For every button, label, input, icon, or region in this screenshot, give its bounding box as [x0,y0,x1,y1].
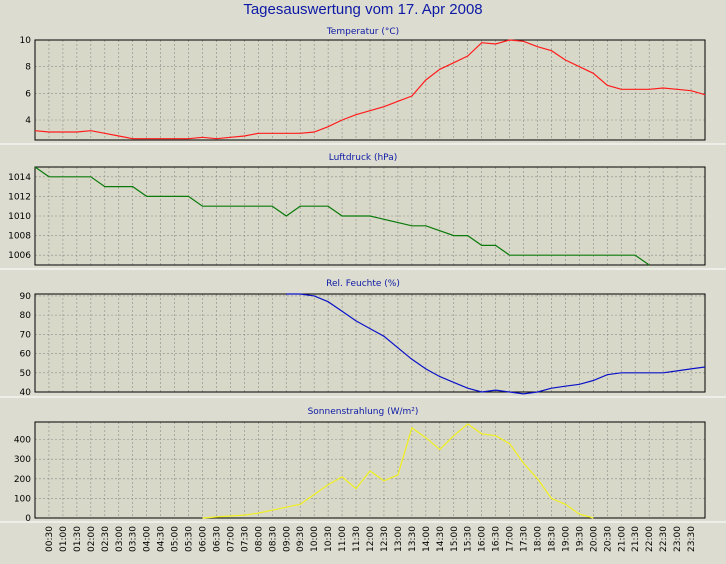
x-tick-label: 10:00 [310,526,320,552]
y-tick-label: 1008 [8,232,31,242]
x-tick-label: 21:00 [617,526,627,552]
y-tick-label: 200 [14,475,31,485]
x-tick-label: 06:00 [199,526,209,552]
y-tick-label: 10 [20,36,32,46]
y-tick-label: 50 [20,369,32,379]
x-tick-label: 01:30 [73,526,83,552]
x-tick-label: 22:30 [659,526,669,552]
chart-panel-1: Temperatur (°C) 4 6 8 10 [0,27,726,145]
y-tick-label: 300 [14,455,31,465]
x-tick-label: 08:30 [268,526,278,552]
x-tick-label: 20:30 [603,526,613,552]
x-axis: 00:30 01:00 01:30 02:00 02:30 03:00 03:30 04:00… [45,526,697,552]
x-tick-label: 05:00 [171,526,181,552]
y-tick-label: 6 [25,89,31,99]
y-tick-label: 40 [20,388,32,398]
x-tick-label: 03:00 [115,526,125,552]
y-tick-label: 1006 [8,251,31,261]
x-tick-label: 19:00 [561,526,571,552]
series-line [34,39,706,140]
x-tick-label: 02:00 [87,526,97,552]
chart-title: Temperatur (°C) [326,27,399,37]
y-tick-label: 1012 [8,192,31,202]
x-tick-label: 12:00 [366,526,376,552]
y-tick-label: 4 [25,116,31,126]
y-tick-label: 100 [14,494,31,504]
chart-panel-3: Rel. Feuchte (%) 40 50 60 70 80 90 [0,279,726,398]
series-line [286,293,706,395]
y-tick-label: 1014 [8,173,31,183]
x-tick-label: 21:30 [631,526,641,552]
x-tick-label: 09:30 [296,526,306,552]
x-tick-label: 19:30 [575,526,585,552]
x-tick-label: 08:00 [254,526,264,552]
y-tick-label: 90 [20,292,32,302]
x-tick-label: 04:30 [157,526,167,552]
x-tick-label: 07:30 [240,526,250,552]
x-tick-label: 15:30 [464,526,474,552]
x-tick-label: 04:00 [143,526,153,552]
x-tick-label: 14:00 [422,526,432,552]
chart-title: Luftdruck (hPa) [329,153,398,163]
x-tick-label: 16:30 [492,526,502,552]
y-tick-label: 0 [25,514,31,524]
x-tick-label: 17:30 [520,526,530,552]
y-tick-label: 400 [14,436,31,446]
x-tick-label: 16:00 [478,526,488,552]
x-tick-label: 18:00 [534,526,544,552]
x-tick-label: 13:00 [394,526,404,552]
x-tick-label: 23:30 [687,526,697,552]
plot-frame [34,421,706,519]
x-tick-label: 09:00 [282,526,292,552]
y-tick-label: 70 [20,330,32,340]
chart-panel-2: Luftdruck (hPa) 1006 1008 1010 1012 1014 [0,153,726,270]
x-tick-label: 11:30 [352,526,362,552]
x-tick-label: 18:30 [548,526,558,552]
x-tick-label: 23:00 [673,526,683,552]
y-tick-label: 60 [20,350,32,360]
x-tick-label: 17:00 [506,526,516,552]
x-tick-label: 11:00 [338,526,348,552]
y-tick-label: 8 [25,63,31,73]
x-tick-label: 15:00 [450,526,460,552]
plot-frame [34,166,706,266]
chart-title: Rel. Feuchte (%) [326,279,400,289]
y-tick-label: 80 [20,311,32,321]
x-tick-label: 06:30 [213,526,223,552]
x-tick-label: 14:30 [436,526,446,552]
series-line [34,166,650,266]
y-tick-label: 1010 [8,212,31,222]
chart-panel-4: Sonnenstrahlung (W/m²) 0 100 200 300 400 [0,407,726,524]
x-tick-label: 02:30 [101,526,111,552]
x-tick-label: 22:00 [645,526,655,552]
x-tick-label: 20:00 [589,526,599,552]
x-tick-label: 12:30 [380,526,390,552]
x-tick-label: 00:30 [45,526,55,552]
plot-frame [34,293,706,393]
x-tick-label: 05:30 [185,526,195,552]
x-tick-label: 13:30 [408,526,418,552]
x-tick-label: 10:30 [324,526,334,552]
plot-frame [34,39,706,141]
chart-title: Sonnenstrahlung (W/m²) [308,407,419,417]
x-tick-label: 07:00 [226,526,236,552]
x-tick-label: 01:00 [59,526,69,552]
x-tick-label: 03:30 [129,526,139,552]
page-title: Tagesauswertung vom 17. Apr 2008 [243,1,483,18]
series-line [202,423,594,519]
